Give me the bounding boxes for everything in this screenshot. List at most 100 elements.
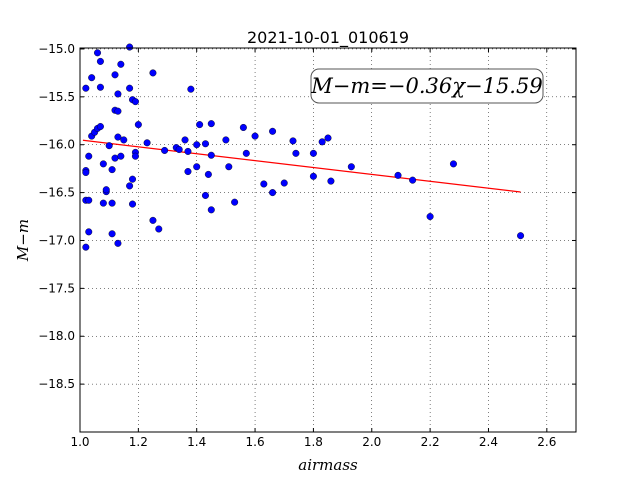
y-tick-label: −15.5: [38, 90, 75, 104]
data-point: [114, 239, 122, 247]
data-point: [207, 151, 215, 159]
data-point: [347, 163, 355, 171]
data-point: [105, 142, 113, 150]
data-point: [155, 225, 163, 233]
data-point: [193, 141, 201, 149]
fit-annotation: M−m=−0.36χ−15.59: [310, 68, 544, 104]
data-point: [409, 176, 417, 184]
y-tick-label: −16.0: [38, 138, 75, 152]
data-point: [85, 152, 93, 160]
y-tick-label: −18.0: [38, 329, 75, 343]
annotation-box: [310, 68, 544, 104]
x-tick-label: 1.0: [70, 435, 89, 449]
data-point: [143, 139, 151, 147]
data-point: [111, 154, 119, 162]
fit-line: [82, 139, 521, 193]
data-point: [120, 136, 128, 144]
y-tick-label: −16.5: [38, 186, 75, 200]
data-point: [149, 69, 157, 77]
data-point: [201, 191, 209, 199]
data-point: [426, 213, 434, 221]
data-point: [517, 232, 525, 240]
data-point: [99, 160, 107, 168]
x-tick-label: 2.4: [479, 435, 498, 449]
data-point: [85, 228, 93, 236]
data-point: [94, 49, 102, 57]
data-point: [260, 180, 268, 188]
data-point: [114, 133, 122, 141]
scatter-points: [82, 43, 525, 251]
data-point: [225, 163, 233, 171]
data-point: [184, 168, 192, 176]
data-point: [131, 98, 139, 106]
data-point: [269, 127, 277, 135]
data-point: [201, 140, 209, 148]
data-point: [114, 90, 122, 98]
data-point: [242, 149, 250, 157]
x-tick-label: 1.6: [246, 435, 265, 449]
x-tick-label: 1.2: [129, 435, 148, 449]
chart-title: 2021-10-01_010619: [247, 28, 409, 48]
data-point: [269, 189, 277, 197]
data-point: [309, 149, 317, 157]
data-point: [175, 146, 183, 154]
data-point: [88, 74, 96, 82]
data-point: [129, 200, 137, 208]
y-tick-labels: −15.0 −15.5 −16.0 −16.5 −17.0 −17.5 −18.0 −18.5: [38, 42, 75, 391]
data-point: [193, 163, 201, 171]
data-point: [289, 137, 297, 145]
y-axis-label: M−m: [14, 219, 32, 262]
data-point: [204, 170, 212, 178]
data-point: [184, 147, 192, 155]
x-axis-label: airmass: [298, 456, 358, 474]
x-tick-label: 1.4: [187, 435, 206, 449]
data-point: [99, 199, 107, 207]
data-point: [108, 199, 116, 207]
data-point: [82, 168, 90, 176]
data-point: [108, 230, 116, 238]
data-point: [102, 186, 110, 194]
data-point: [292, 149, 300, 157]
fit-equation: M−m=−0.36χ−15.59: [310, 74, 542, 98]
data-point: [96, 123, 104, 131]
data-point: [149, 216, 157, 224]
data-point: [114, 107, 122, 115]
data-point: [117, 60, 125, 68]
x-tick-label: 1.8: [304, 435, 323, 449]
data-point: [251, 132, 259, 140]
data-point: [318, 138, 326, 146]
data-point: [327, 177, 335, 185]
axis-ticks: [79, 48, 576, 432]
data-point: [324, 134, 332, 142]
y-tick-label: −18.5: [38, 377, 75, 391]
data-point: [82, 243, 90, 251]
x-tick-label: 2.6: [537, 435, 556, 449]
data-point: [239, 123, 247, 131]
data-point: [111, 71, 119, 79]
data-point: [309, 172, 317, 180]
data-point: [187, 85, 195, 93]
data-point: [96, 57, 104, 65]
data-point: [394, 171, 402, 179]
data-point: [82, 84, 90, 92]
data-point: [126, 84, 134, 92]
data-point: [85, 196, 93, 204]
data-point: [207, 206, 215, 214]
data-point: [196, 121, 204, 129]
data-point: [108, 166, 116, 174]
data-point: [449, 160, 457, 168]
data-point: [231, 198, 239, 206]
x-tick-label: 2.2: [421, 435, 440, 449]
x-tick-label: 2.0: [362, 435, 381, 449]
fit-line-group: [82, 139, 521, 193]
data-point: [131, 152, 139, 160]
y-tick-label: −15.0: [38, 42, 75, 56]
data-point: [222, 136, 230, 144]
data-point: [129, 175, 137, 183]
data-point: [96, 83, 104, 91]
data-point: [117, 152, 125, 160]
data-point: [126, 182, 134, 190]
data-point: [134, 121, 142, 129]
x-tick-labels: 1.0 1.2 1.4 1.6 1.8 2.0 2.2 2.4 2.6: [70, 435, 556, 449]
